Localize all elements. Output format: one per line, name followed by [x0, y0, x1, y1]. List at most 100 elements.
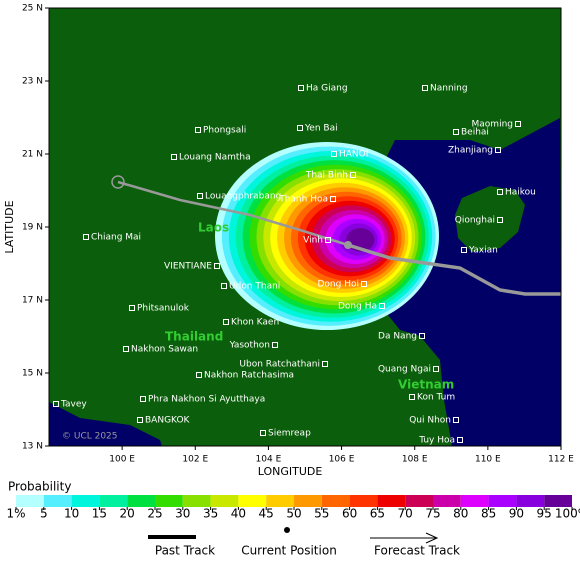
legend-swatch: [43, 495, 72, 507]
place-label: Nakhon Sawan: [131, 345, 198, 355]
place-label: Haikou: [505, 188, 536, 198]
legend-label: 5: [40, 507, 48, 521]
legend-swatch: [210, 495, 239, 507]
place-marker: [350, 172, 356, 178]
x-tick-label: 112 E: [548, 455, 574, 465]
place-marker: [140, 396, 146, 402]
x-tick-label: 108 E: [402, 455, 428, 465]
place-label: Yaxian: [468, 246, 498, 256]
current-position-key: [284, 527, 290, 533]
place-marker: [379, 303, 385, 309]
y-axis-label: LATITUDE: [3, 200, 16, 253]
place-marker: [197, 193, 203, 199]
legend-label: 60: [342, 507, 357, 521]
legend-swatch: [127, 495, 155, 507]
place-marker: [331, 151, 337, 157]
place-label: Phitsanulok: [137, 304, 190, 314]
place-label: Tuy Hoa: [418, 436, 455, 446]
arrow-head: [425, 532, 439, 544]
place-label: Nanning: [430, 84, 468, 94]
place-label: Louang Namtha: [179, 153, 251, 163]
place-label: Beihai: [461, 128, 489, 138]
legend-swatch: [16, 495, 44, 507]
place-label: Ubon Ratchathani: [239, 360, 320, 370]
place-marker: [322, 361, 328, 367]
legend-swatch: [266, 495, 294, 507]
place-marker: [137, 417, 143, 423]
place-label: Udon Thani: [229, 282, 280, 292]
sea: [49, 402, 162, 446]
place-label: Zhanjiang: [448, 146, 493, 156]
legend-swatch: [405, 495, 433, 507]
legend-label: 70: [398, 507, 413, 521]
place-label: Maoming: [472, 120, 513, 130]
place-label: Dong Ha: [338, 302, 377, 312]
legend-swatch: [544, 495, 572, 507]
place-marker: [453, 129, 459, 135]
x-tick-label: 102 E: [182, 455, 208, 465]
place-label: Nakhon Ratchasima: [204, 371, 294, 381]
place-label: Dong Hoi: [318, 280, 360, 290]
y-tick-label: 15 N: [22, 369, 43, 379]
place-label: HANOI: [339, 150, 368, 160]
place-marker: [325, 237, 331, 243]
place-marker: [195, 127, 201, 133]
place-marker: [196, 372, 202, 378]
legend-label: 90: [509, 507, 524, 521]
place-marker: [272, 342, 278, 348]
place-label: Vinh: [303, 236, 323, 246]
legend-swatch: [460, 495, 489, 507]
place-label: BANGKOK: [145, 416, 191, 426]
legend-label: 100%: [555, 507, 580, 521]
place-marker: [223, 319, 229, 325]
place-marker: [422, 85, 428, 91]
place-label: Phongsali: [203, 126, 246, 136]
legend-label: 95: [537, 507, 552, 521]
place-label: Yasothon: [229, 341, 270, 351]
place-label: Siemreap: [268, 429, 311, 439]
x-tick-label: 106 E: [329, 455, 355, 465]
place-label: Qui Nhon: [409, 416, 451, 426]
legend-swatch: [377, 495, 406, 507]
legend-swatch: [182, 495, 211, 507]
past-track: [117, 180, 349, 247]
place-label: Qionghai: [455, 216, 495, 226]
place-label: Chiang Mai: [91, 233, 141, 243]
legend-swatch: [349, 495, 378, 507]
probability-swath: [215, 142, 439, 330]
current-position-label: Current Position: [241, 544, 337, 558]
place-label: VIENTIANE: [164, 262, 212, 272]
y-tick-label: 21 N: [22, 150, 43, 160]
legend-label: 1%: [6, 507, 25, 521]
place-marker: [497, 189, 503, 195]
place-marker: [260, 430, 266, 436]
place-label: Thai Binh: [305, 171, 348, 181]
place-marker: [409, 394, 415, 400]
past-track-label: Past Track: [155, 544, 215, 558]
legend-label: 50: [286, 507, 301, 521]
legend-label: 25: [147, 507, 162, 521]
x-tick-label: 104 E: [256, 455, 282, 465]
place-label: Tavey: [60, 400, 87, 410]
place-label: Kon Tum: [417, 393, 455, 403]
place-marker: [433, 366, 439, 372]
place-label: Yen Bai: [304, 124, 338, 134]
place-marker: [457, 437, 463, 443]
legend-title: Probability: [8, 480, 71, 494]
legend-label: 80: [453, 507, 468, 521]
place-marker: [495, 147, 501, 153]
legend-label: 35: [203, 507, 218, 521]
place-label: Da Nang: [378, 332, 417, 342]
place-marker: [123, 346, 129, 352]
legend-swatch: [321, 495, 350, 507]
legend-label: 45: [259, 507, 274, 521]
place-marker: [171, 154, 177, 160]
y-tick-label: 25 N: [22, 4, 43, 14]
legend-swatch: [99, 495, 128, 507]
place-marker: [129, 305, 135, 311]
legend-label: 75: [425, 507, 440, 521]
y-tick-label: 23 N: [22, 77, 43, 87]
legend-swatch: [71, 495, 100, 507]
legend-label: 10: [64, 507, 79, 521]
place-label: Phra Nakhon Si Ayutthaya: [148, 395, 265, 405]
